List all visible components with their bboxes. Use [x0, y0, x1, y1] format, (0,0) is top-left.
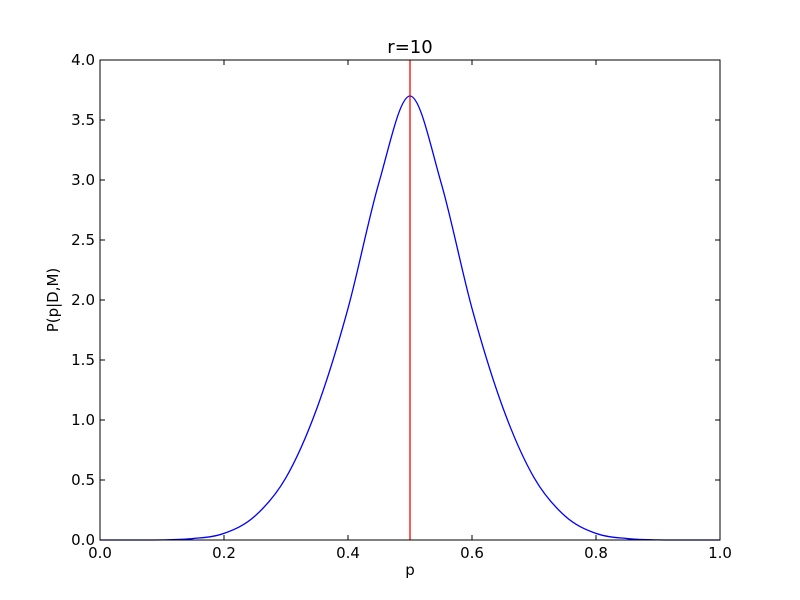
y-tick-label: 3.5	[71, 111, 95, 129]
x-tick-label: 0.4	[336, 544, 360, 562]
y-tick-label: 0.5	[71, 471, 95, 489]
y-tick-label: 2.0	[71, 291, 95, 309]
y-tick-label: 2.5	[71, 231, 95, 249]
y-tick-label: 1.5	[71, 351, 95, 369]
x-axis-label: p	[405, 561, 415, 579]
chart-title: r=10	[387, 37, 432, 58]
plot-layer	[99, 60, 721, 541]
y-tick-label: 3.0	[71, 171, 95, 189]
x-tick-label: 0.6	[460, 544, 484, 562]
ticks-layer: 0.0 0.2 0.4 0.6 0.8 1.0 0.0 0.5 1.0 1.5 2.0 2.5 3.0 3…	[71, 51, 732, 562]
x-tick-label: 0.2	[212, 544, 236, 562]
x-tick-label: 0.0	[88, 544, 112, 562]
y-axis-label: P(p|D,M)	[44, 268, 62, 333]
x-tick-label: 1.0	[708, 544, 732, 562]
x-tick-label: 0.8	[584, 544, 608, 562]
y-tick-label: 1.0	[71, 411, 95, 429]
y-tick-label: 4.0	[71, 51, 95, 69]
y-tick-label: 0.0	[71, 531, 95, 549]
